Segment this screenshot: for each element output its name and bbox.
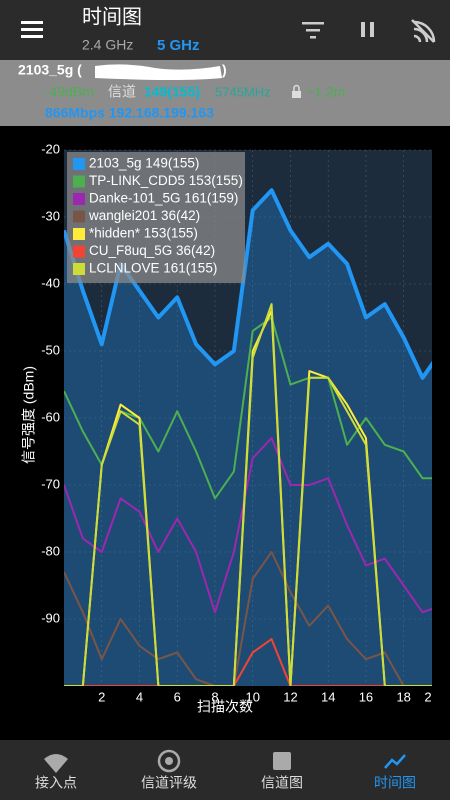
ssid-end: ) (222, 62, 227, 78)
x-tick-label: 2 (98, 689, 105, 704)
legend-swatch (73, 193, 85, 205)
series-line (64, 638, 432, 686)
y-tick-label: -70 (41, 476, 60, 491)
frequency: 5745MHz (215, 84, 271, 99)
pause-icon[interactable] (361, 22, 374, 37)
nav-icon (384, 754, 406, 769)
distance: ~1.2m (306, 84, 345, 100)
nav-label: 接入点 (35, 775, 77, 791)
y-axis-label: 信号强度 (dBm) (21, 366, 37, 464)
nav-icon (165, 757, 173, 765)
nav-item[interactable]: 接入点 (35, 754, 77, 791)
bottom-nav (0, 740, 450, 800)
channel-label: 信道 (108, 84, 136, 100)
legend-swatch (73, 210, 85, 223)
legend-label: *hidden* 153(155) (89, 226, 198, 241)
x-tick-label: 6 (174, 689, 181, 704)
x-axis-label: 扫描次数 (197, 699, 253, 715)
series-line (64, 316, 432, 500)
nav-items: 接入点 信道评级 信道图 时间图 (35, 749, 416, 791)
x-tick-label: 10 (245, 689, 259, 704)
series-line (64, 437, 432, 614)
legend-label: TP-LINK_CDD5 153(155) (89, 173, 243, 188)
nav-label: 信道图 (261, 775, 303, 791)
wifi-off-icon[interactable] (411, 19, 436, 43)
redaction (95, 64, 222, 80)
series-line (64, 551, 432, 686)
channel: 149(155) (144, 84, 200, 100)
legend-swatch (73, 245, 85, 258)
lock-icon (292, 84, 301, 98)
y-tick-label: -20 (41, 141, 60, 156)
legend-swatch (73, 263, 85, 275)
nav-item[interactable]: 信道评级 (141, 749, 197, 791)
legend-label: CU_F8uq_5G 36(42) (89, 243, 215, 258)
nav-item[interactable]: 时间图 (374, 754, 416, 791)
x-tick-label: 18 (396, 689, 410, 704)
nav-icon (157, 749, 181, 773)
x-tick-label: 4 (136, 689, 143, 704)
info-panel[interactable] (0, 60, 450, 126)
legend-label: wanglei201 36(42) (88, 208, 200, 223)
series-group (64, 188, 432, 686)
nav-item[interactable]: 信道图 (261, 752, 303, 791)
band-tab[interactable]: 5 GHz (157, 37, 200, 54)
nav-icon (44, 754, 68, 773)
y-tick-label: -40 (41, 275, 60, 290)
signal-level: -49dBm (45, 84, 94, 100)
app-bar (0, 0, 450, 60)
x-tick-label: 16 (359, 689, 373, 704)
ssid: 2103_5g ( (18, 62, 82, 78)
link-info: 866Mbps 192.168.199.163 (45, 105, 214, 121)
legend-label: LCLNLOVE 161(155) (89, 261, 217, 276)
plot: -90 -80 -70 -60 -50 -40 -30 -20 2 4 6 8 10 12 14 16 18 2 2… (41, 141, 432, 704)
y-tick-label: -30 (41, 208, 60, 223)
y-tick-label: -50 (41, 342, 60, 357)
x-tick-label: 8 (211, 689, 218, 704)
band-tab[interactable]: 2.4 GHz (82, 37, 133, 53)
x-tick-label: 12 (283, 689, 297, 704)
legend-box (67, 152, 245, 283)
y-tick-label: -90 (41, 610, 60, 625)
legend-swatch (73, 175, 85, 188)
x-tick-label: 2 (424, 689, 431, 704)
legend-label: Danke-101_5G 161(159) (89, 191, 238, 206)
nav-icon (273, 752, 291, 770)
legend-swatch (73, 228, 85, 240)
series-line (64, 303, 432, 686)
nav-label: 信道评级 (141, 775, 197, 791)
legend-label: 2103_5g 149(155) (89, 156, 199, 171)
nav-label: 时间图 (374, 775, 416, 791)
menu-icon[interactable] (21, 21, 43, 38)
filter-icon[interactable] (302, 22, 324, 39)
y-tick-label: -80 (41, 543, 60, 558)
app-title: 时间图 (82, 5, 142, 28)
legend-swatch (73, 158, 85, 170)
y-tick-label: -60 (41, 409, 60, 424)
x-tick-label: 14 (321, 689, 335, 704)
